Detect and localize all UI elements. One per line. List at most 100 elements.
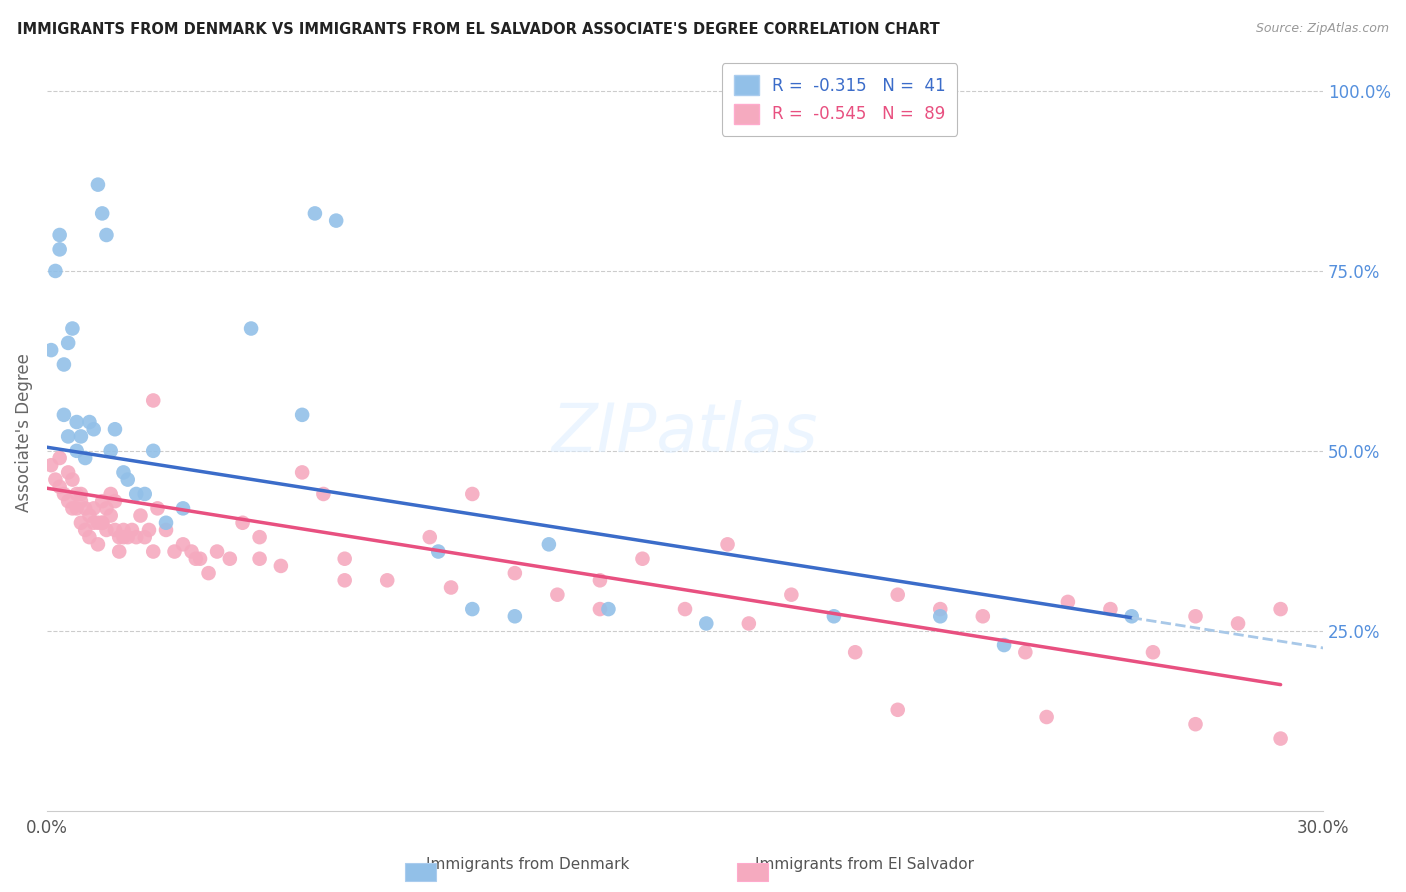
Point bbox=[125, 487, 148, 501]
Point bbox=[70, 487, 93, 501]
Point bbox=[631, 551, 654, 566]
Point bbox=[184, 551, 207, 566]
Point bbox=[375, 574, 398, 588]
Point bbox=[39, 458, 62, 473]
Point bbox=[66, 501, 89, 516]
Point bbox=[197, 566, 219, 581]
Point bbox=[100, 487, 122, 501]
Point bbox=[325, 213, 347, 227]
Text: IMMIGRANTS FROM DENMARK VS IMMIGRANTS FROM EL SALVADOR ASSOCIATE'S DEGREE CORREL: IMMIGRANTS FROM DENMARK VS IMMIGRANTS FR… bbox=[17, 22, 939, 37]
Point bbox=[1184, 717, 1206, 731]
Point bbox=[91, 494, 114, 508]
Point bbox=[121, 523, 143, 537]
Point bbox=[780, 588, 803, 602]
Point bbox=[52, 358, 75, 372]
Point bbox=[62, 321, 84, 335]
Point bbox=[48, 227, 70, 242]
Point bbox=[138, 523, 160, 537]
Point bbox=[738, 616, 761, 631]
Point bbox=[62, 473, 84, 487]
Point bbox=[427, 544, 450, 558]
Legend: R =  -0.315   N =  41, R =  -0.545   N =  89: R = -0.315 N = 41, R = -0.545 N = 89 bbox=[723, 63, 957, 136]
Point bbox=[993, 638, 1015, 652]
Point bbox=[56, 429, 79, 443]
Point bbox=[163, 544, 186, 558]
Point bbox=[716, 537, 738, 551]
Point bbox=[75, 523, 97, 537]
Point bbox=[180, 544, 202, 558]
Text: ZIPatlas: ZIPatlas bbox=[551, 400, 818, 466]
Point bbox=[537, 537, 560, 551]
Point bbox=[83, 422, 105, 436]
Point bbox=[291, 408, 314, 422]
Text: Immigrants from El Salvador: Immigrants from El Salvador bbox=[755, 857, 974, 872]
Point bbox=[79, 415, 101, 429]
Point bbox=[142, 544, 165, 558]
Point bbox=[70, 516, 93, 530]
Point bbox=[1035, 710, 1057, 724]
Point bbox=[503, 566, 526, 581]
Point bbox=[304, 206, 326, 220]
Point bbox=[129, 508, 152, 523]
Point bbox=[503, 609, 526, 624]
Point bbox=[66, 443, 89, 458]
Point bbox=[823, 609, 845, 624]
Point bbox=[172, 501, 194, 516]
Point bbox=[886, 588, 908, 602]
Point bbox=[240, 321, 263, 335]
Point bbox=[96, 501, 118, 516]
Point bbox=[39, 343, 62, 357]
Point bbox=[419, 530, 441, 544]
Text: Immigrants from Denmark: Immigrants from Denmark bbox=[426, 857, 628, 872]
Point bbox=[844, 645, 866, 659]
Point bbox=[134, 530, 156, 544]
Point bbox=[695, 616, 717, 631]
Point bbox=[1184, 609, 1206, 624]
Point bbox=[91, 516, 114, 530]
Point bbox=[1057, 595, 1080, 609]
Point bbox=[188, 551, 211, 566]
Point bbox=[886, 703, 908, 717]
Point bbox=[48, 450, 70, 465]
Point bbox=[673, 602, 696, 616]
Point bbox=[1270, 731, 1292, 746]
Point bbox=[232, 516, 254, 530]
Point bbox=[155, 523, 177, 537]
Point bbox=[66, 415, 89, 429]
Point bbox=[48, 243, 70, 257]
Point bbox=[546, 588, 568, 602]
Point bbox=[83, 516, 105, 530]
Point bbox=[112, 523, 135, 537]
Point bbox=[929, 602, 952, 616]
Point bbox=[929, 609, 952, 624]
Point bbox=[91, 206, 114, 220]
Point bbox=[461, 602, 484, 616]
Point bbox=[440, 581, 463, 595]
Point bbox=[104, 422, 127, 436]
Point bbox=[96, 523, 118, 537]
Point bbox=[291, 466, 314, 480]
Point bbox=[218, 551, 240, 566]
Point bbox=[83, 501, 105, 516]
Point bbox=[117, 473, 139, 487]
Point bbox=[96, 227, 118, 242]
Text: Source: ZipAtlas.com: Source: ZipAtlas.com bbox=[1256, 22, 1389, 36]
Point bbox=[205, 544, 228, 558]
Point bbox=[1270, 602, 1292, 616]
Point bbox=[87, 178, 110, 192]
Point bbox=[75, 501, 97, 516]
Point bbox=[44, 264, 66, 278]
Point bbox=[142, 443, 165, 458]
Point bbox=[56, 466, 79, 480]
Point bbox=[134, 487, 156, 501]
Point bbox=[142, 393, 165, 408]
Point bbox=[270, 558, 292, 573]
Point bbox=[44, 473, 66, 487]
Point bbox=[100, 443, 122, 458]
Point bbox=[125, 530, 148, 544]
Point bbox=[155, 516, 177, 530]
Point bbox=[333, 551, 356, 566]
Point bbox=[461, 487, 484, 501]
Point bbox=[48, 480, 70, 494]
Point bbox=[75, 450, 97, 465]
